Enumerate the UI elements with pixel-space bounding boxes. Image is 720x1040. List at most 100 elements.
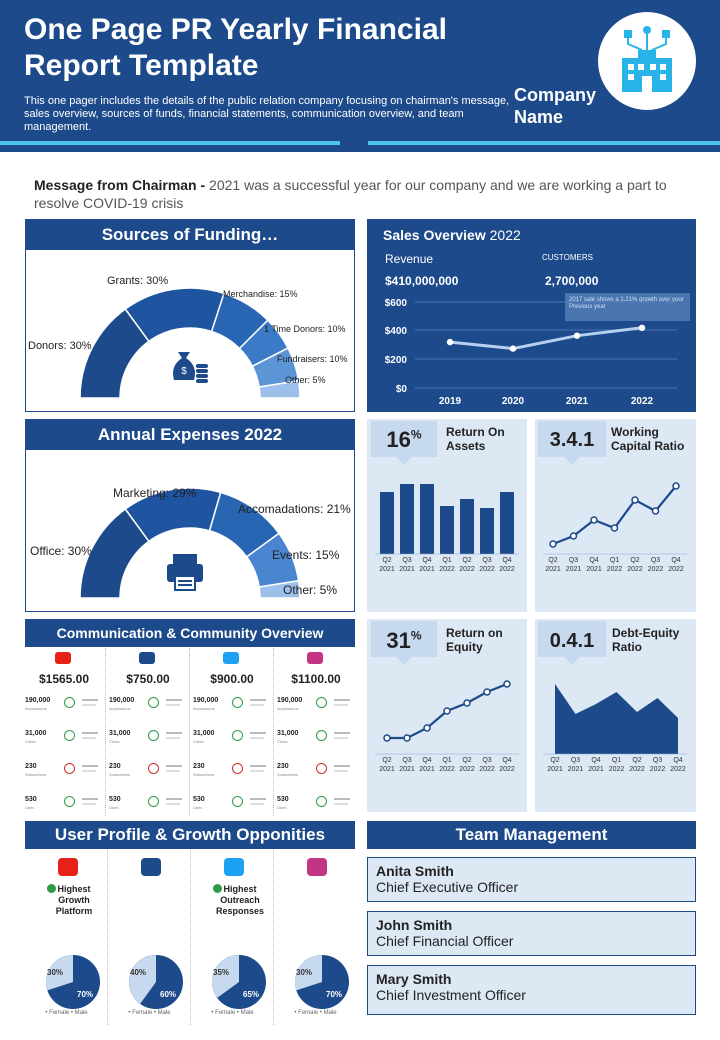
team-card-2: John Smith Chief Financial Officer	[367, 911, 696, 956]
funding-gauge: $	[79, 287, 301, 399]
sales-point	[446, 338, 454, 346]
communication-column: $1565.00 190,000 Impressions 31,000 Clicks 23…	[22, 648, 106, 816]
quarter-tick: Q3	[653, 757, 662, 764]
gender-pie	[45, 955, 100, 1009]
up-status-icon	[232, 697, 243, 708]
instagram-icon	[307, 858, 327, 876]
quarter-tick: Q4	[671, 557, 680, 564]
customers-value: 2,700,000	[545, 274, 599, 288]
trend-placeholder	[166, 770, 180, 772]
profile-note: Highest Growth Platform	[55, 884, 93, 916]
quarter-year-tick: 2021	[547, 766, 563, 773]
communication-metric-label: Impressions	[193, 706, 215, 711]
sales-xtick: 2020	[502, 396, 525, 407]
quarter-year-tick: 2021	[399, 566, 415, 573]
funding-label-merchandise: Merchandise: 15%	[223, 289, 298, 299]
quarter-tick: Q4	[422, 757, 431, 764]
sales-point	[573, 332, 581, 339]
roe-name: Return on Equity	[446, 626, 503, 654]
expenses-gauge	[79, 487, 301, 599]
profile-column: Highest Outreach Responses 35% 65% • Female…	[191, 850, 274, 1025]
quarter-year-tick: 2022	[499, 566, 515, 573]
down-status-icon	[316, 763, 327, 774]
der-area-chart: Q2 2021 Q3 2021 Q4 2021 Q1 2022 Q2 2022 Q3 2022 Q4 20…	[543, 684, 687, 773]
quarter-year-tick: 2022	[439, 766, 455, 773]
communication-amount: $750.00	[126, 672, 170, 686]
twitter-icon	[223, 652, 239, 664]
trend-placeholder	[250, 699, 266, 701]
communication-metric-value: 230	[193, 763, 205, 770]
trend-placeholder	[82, 737, 96, 739]
sales-xtick: 2022	[631, 396, 654, 407]
team-member-role: Chief Investment Officer	[376, 987, 526, 1003]
quarter-year-tick: 2021	[379, 566, 395, 573]
der-value: 0.4.1	[549, 630, 595, 652]
quarter-year-tick: 2021	[588, 766, 604, 773]
gender-pie	[295, 955, 349, 1009]
pie-slice-female	[212, 955, 239, 998]
trend-placeholder	[250, 704, 264, 706]
wcr-point	[549, 540, 557, 548]
roe-value: 31%	[371, 628, 437, 654]
down-status-icon	[64, 763, 75, 774]
pie-label-female: 40%	[130, 968, 147, 977]
trend-placeholder	[250, 732, 266, 734]
roe-point	[423, 724, 431, 732]
expense-label-accomodations: Accomadations: 21%	[238, 502, 351, 516]
communication-metric-value: 31,000	[193, 730, 215, 737]
revenue-label: Revenue	[385, 252, 434, 266]
communication-metric-label: Subscribers	[193, 772, 215, 777]
trend-placeholder	[82, 798, 98, 800]
roe-number: 31	[386, 628, 411, 653]
quarter-tick: Q3	[402, 757, 411, 764]
revenue-value: $410,000,000	[385, 274, 459, 288]
quarter-year-tick: 2022	[459, 566, 475, 573]
communication-amount: $900.00	[210, 672, 254, 686]
roe-point	[403, 734, 411, 742]
trend-placeholder	[166, 704, 180, 706]
roe-point	[503, 680, 511, 688]
communication-column: $750.00 190,000 Impressions 31,000 Clicks 230…	[106, 648, 190, 816]
roa-bar-chart: Q2 2021 Q3 2021 Q4 2021 Q1 2022 Q2 2022 Q3 2022 Q4 20…	[375, 484, 519, 573]
trend-placeholder	[250, 737, 264, 739]
wcr-point	[610, 524, 619, 532]
communication-metric-label: Subscribers	[109, 772, 131, 777]
pie-label-female: 30%	[47, 968, 64, 977]
up-status-icon	[148, 796, 159, 807]
quarter-tick: Q2	[382, 757, 391, 764]
check-icon	[213, 884, 222, 893]
roa-unit: %	[410, 427, 422, 442]
quarter-tick: Q3	[569, 557, 578, 564]
quarter-tick: Q4	[502, 757, 511, 764]
trend-placeholder	[334, 737, 348, 739]
roe-value-box	[371, 621, 437, 665]
profile-note: Highest Outreach Responses	[215, 884, 265, 916]
header-stripe-left	[0, 141, 340, 145]
roa-bar	[380, 492, 394, 554]
roa-number: 16	[386, 427, 411, 452]
quarter-tick: Q1	[442, 757, 451, 764]
pie-legend: • Female • Male	[45, 1010, 88, 1016]
company-logo	[598, 12, 696, 110]
wcr-value: 3.4.1	[549, 429, 595, 451]
trend-placeholder	[166, 765, 182, 767]
communication-metric-label: Likes	[277, 805, 287, 810]
communication-metric-value: 190,000	[193, 697, 219, 704]
der-name: Debt-Equity Ratio	[612, 626, 680, 654]
communication-metric-label: Likes	[109, 805, 119, 810]
communication-metric-label: Impressions	[25, 706, 47, 711]
trend-placeholder	[82, 704, 96, 706]
quarter-year-tick: 2022	[648, 566, 664, 573]
team-member-name: Anita Smith	[376, 863, 454, 879]
funding-title: Sources of Funding…	[25, 219, 355, 250]
up-status-icon	[148, 730, 159, 741]
communication-metric-label: Clicks	[193, 739, 204, 744]
up-status-icon	[232, 730, 243, 741]
chairman-message-text: 2021 was a successful year for our compa…	[34, 177, 667, 211]
communication-metric-value: 230	[109, 763, 121, 770]
gender-pie	[212, 955, 266, 1009]
pie-legend: • Female • Male	[294, 1010, 337, 1016]
quarter-tick: Q3	[402, 557, 411, 564]
up-status-icon	[64, 730, 75, 741]
quarter-year-tick: 2022	[650, 766, 666, 773]
